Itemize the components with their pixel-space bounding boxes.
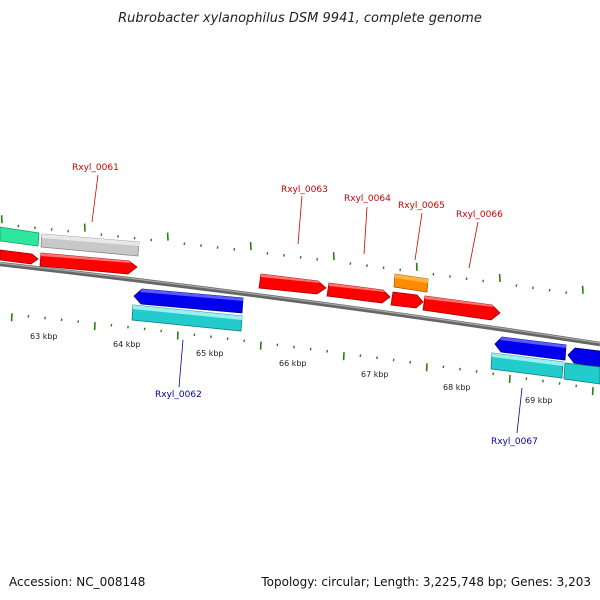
leader-rxyl-0064 [363, 206, 368, 255]
gene-label-rxyl-0061: Rxyl_0061 [72, 163, 119, 173]
leader-rxyl-0063 [297, 195, 303, 245]
kbp-label: 68 kbp [443, 383, 471, 392]
gene-label-rxyl-0063: Rxyl_0063 [281, 185, 328, 195]
genome-summary-text: Topology: circular; Length: 3,225,748 bp… [260, 575, 591, 589]
gene-label-rxyl-0065: Rxyl_0065 [398, 201, 445, 211]
backbone [0, 261, 600, 347]
cds-rxyl-0067 [494, 336, 567, 361]
feature-partial-left [0, 226, 40, 247]
map-title: Rubrobacter xylanophilus DSM 9941, compl… [118, 11, 482, 26]
feature-rxyl-0065 [393, 273, 429, 293]
kbp-label: 67 kbp [361, 370, 389, 379]
gene-label-rxyl-0064: Rxyl_0064 [344, 194, 391, 204]
feature-grey [40, 233, 140, 257]
leader-rxyl-0067 [516, 387, 523, 434]
gene-rxyl-0062 [131, 304, 243, 332]
kbp-label: 66 kbp [279, 359, 307, 368]
cds-red-1 [0, 249, 39, 265]
cds-rxyl-0064 [326, 282, 391, 304]
accession-text: Accession: NC_008148 [9, 575, 145, 589]
gene-label-rxyl-0067: Rxyl_0067 [491, 437, 538, 447]
gene-rxyl-0067 [490, 352, 564, 379]
gene-label-rxyl-0066: Rxyl_0066 [456, 210, 503, 220]
cds-blue-right-partial [567, 347, 600, 368]
label-leaders [91, 174, 523, 434]
cds-red-small [390, 291, 424, 309]
cds-rxyl-0063 [258, 273, 327, 295]
leader-rxyl-0065 [414, 212, 423, 261]
cds-rxyl-0066 [422, 295, 501, 321]
leader-rxyl-0062 [178, 339, 184, 388]
cds-rxyl-0062 [133, 288, 244, 314]
tick-marks [0, 215, 594, 396]
kbp-label: 63 kbp [30, 332, 58, 341]
kbp-label: 69 kbp [525, 396, 553, 405]
gene-labels: Rxyl_0061 Rxyl_0062 Rxyl_0063 Rxyl_0064 … [72, 163, 538, 447]
kbp-label: 64 kbp [113, 340, 141, 349]
gene-right-partial [563, 362, 600, 385]
leader-rxyl-0066 [468, 221, 479, 269]
kbp-label: 65 kbp [196, 349, 224, 358]
cds-rxyl-0061 [39, 252, 138, 275]
gene-label-rxyl-0062: Rxyl_0062 [155, 390, 202, 400]
kbp-scale: 63 kbp 64 kbp 65 kbp 66 kbp 67 kbp 68 kb… [30, 332, 553, 405]
leader-rxyl-0061 [91, 174, 99, 223]
